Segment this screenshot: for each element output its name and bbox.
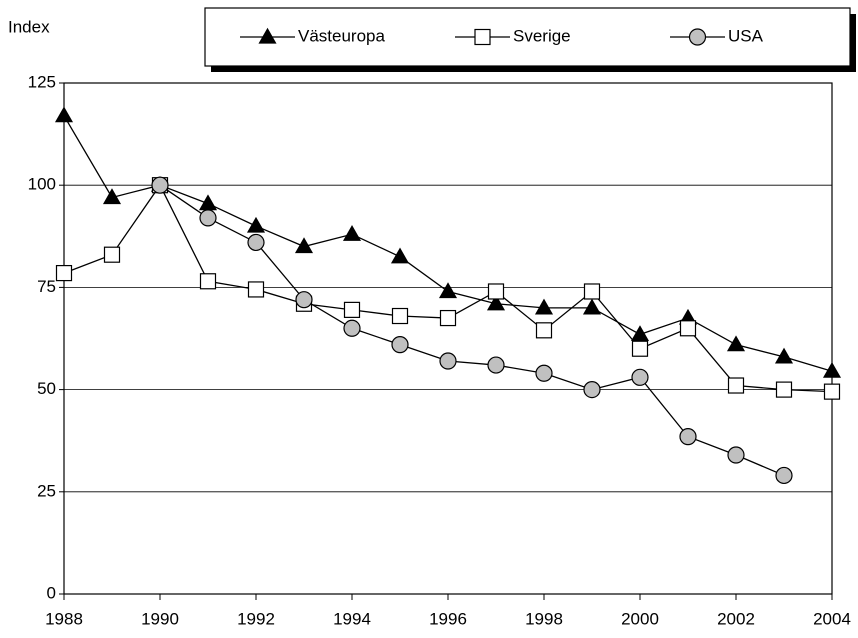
data-point [438,282,458,299]
x-tick-label: 1990 [141,609,179,628]
x-tick-label: 1992 [237,609,275,628]
data-point [679,320,697,337]
x-tick-label: 1996 [429,609,467,628]
data-point [198,194,218,211]
legend [204,7,851,67]
data-point [726,335,746,352]
x-tick-label: 2000 [621,609,659,628]
data-point [583,283,601,300]
legend-label: Västeuropa [298,26,385,45]
data-point [535,322,553,339]
data-point [103,246,121,263]
y-tick-label: 50 [37,379,56,398]
data-point [199,273,217,290]
plot-frame [63,82,833,595]
data-point [583,381,601,399]
data-point [823,383,841,400]
series-line [159,184,785,477]
data-point [102,188,122,205]
data-point [55,264,73,282]
data-point [343,319,361,337]
y-axis-label: Index [8,17,50,36]
data-point [54,106,74,123]
data-point [679,428,697,446]
data-point [439,352,457,370]
legend-marker [688,28,707,46]
data-point [391,307,409,325]
legend-marker [258,27,277,44]
legend-label: Sverige [513,26,571,45]
data-point [775,466,793,485]
data-point [727,446,745,464]
data-point [631,340,649,357]
data-point [822,361,842,378]
data-point [151,176,169,194]
data-point [247,233,265,252]
data-point [343,301,361,318]
data-point [295,291,313,309]
y-tick-label: 25 [37,481,56,500]
data-point [439,309,457,327]
data-point [342,225,362,241]
data-point [247,281,265,298]
data-point [582,298,602,315]
x-tick-label: 1998 [525,609,563,628]
data-point [390,247,410,264]
data-point [487,356,505,374]
x-tick-label: 1988 [45,609,83,628]
x-tick-label: 2004 [813,609,851,628]
data-point [487,283,505,300]
data-point [391,336,409,354]
legend-label: USA [728,26,764,45]
data-point [534,298,554,315]
data-point [774,347,794,364]
y-tick-label: 75 [37,277,56,296]
data-point [199,209,217,227]
data-point [727,377,745,394]
x-tick-label: 2002 [717,609,755,628]
data-point [630,325,650,342]
x-tick-label: 1994 [333,609,371,628]
data-point [535,364,553,382]
legend-marker [474,28,491,46]
data-point [486,294,506,311]
data-point [246,216,266,233]
y-tick-label: 125 [28,72,56,91]
y-tick-label: 0 [47,583,56,602]
data-point [775,381,793,398]
series-line [63,115,833,372]
y-tick-label: 100 [28,175,56,194]
data-point [294,237,314,254]
data-point [631,368,649,386]
